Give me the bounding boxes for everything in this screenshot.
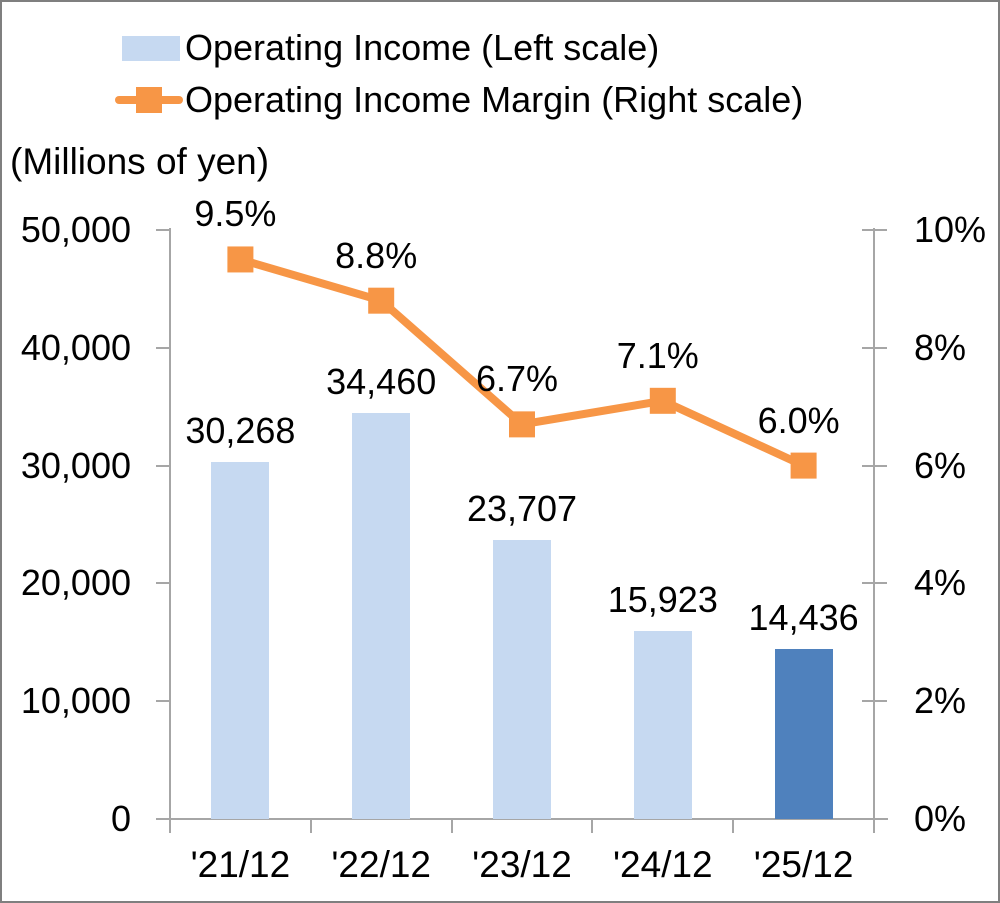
line-value-label: 8.8% xyxy=(335,234,418,276)
left-axis-tick xyxy=(156,229,171,231)
left-axis-line xyxy=(169,228,171,833)
legend-item-operating-income: Operating Income (Left scale) xyxy=(122,30,659,66)
line-value-label: 6.0% xyxy=(757,399,840,441)
bar-value-label: 23,707 xyxy=(466,487,578,529)
x-axis-tick xyxy=(591,819,594,833)
right-axis-tick xyxy=(862,346,887,349)
left-axis-tick xyxy=(156,818,171,820)
bar-'23/12 xyxy=(493,539,551,819)
left-axis-tick xyxy=(156,346,171,349)
line-point-marker xyxy=(227,246,254,273)
x-axis-tick xyxy=(309,819,312,833)
bar-'25/12 xyxy=(774,648,833,819)
line-point-marker xyxy=(649,387,676,414)
line-point-marker xyxy=(368,287,395,314)
line-point-marker xyxy=(790,452,817,479)
bar-series-swatch-icon xyxy=(122,35,180,61)
legend-item-operating-income-margin: Operating Income Margin (Right scale) xyxy=(115,82,803,118)
bar-'24/12 xyxy=(633,631,692,819)
x-axis-category-label: '23/12 xyxy=(472,844,572,885)
left-axis-tick xyxy=(156,464,171,467)
x-axis-tick xyxy=(732,819,735,833)
bar-value-label: 15,923 xyxy=(607,579,718,621)
line-value-label: 7.1% xyxy=(616,334,699,376)
right-axis-tick-label: 4% xyxy=(914,562,967,604)
bar-value-label: 34,460 xyxy=(326,361,437,403)
left-axis-tick-label: 20,000 xyxy=(20,562,131,604)
x-axis-category-label: '24/12 xyxy=(612,844,713,885)
legend-square-marker xyxy=(136,87,162,113)
x-axis-line xyxy=(157,818,888,820)
bar-'22/12 xyxy=(352,413,411,819)
right-axis-tick-label: 6% xyxy=(914,444,967,486)
left-axis-tick-label: 10,000 xyxy=(20,680,131,722)
x-axis-tick xyxy=(873,819,875,833)
legend-label-operating-income: Operating Income (Left scale) xyxy=(185,27,660,68)
left-axis-units-label: (Millions of yen) xyxy=(10,141,270,182)
x-axis-category-label: '21/12 xyxy=(190,844,291,885)
left-axis-tick-label: 40,000 xyxy=(20,326,131,368)
legend-label-operating-income-margin: Operating Income Margin (Right scale) xyxy=(185,79,804,120)
x-axis-category-label: '25/12 xyxy=(753,844,854,885)
line-value-label: 9.5% xyxy=(194,193,277,235)
right-axis-tick-label: 8% xyxy=(914,326,967,368)
left-axis-tick-label: 30,000 xyxy=(20,444,131,486)
right-axis-tick-label: 0% xyxy=(914,798,967,839)
right-axis-tick xyxy=(862,229,887,231)
x-axis-category-label: '22/12 xyxy=(331,844,432,885)
line-value-label: 6.7% xyxy=(475,358,559,400)
right-axis-tick xyxy=(862,464,887,467)
bar-value-label: 14,436 xyxy=(748,596,859,638)
left-axis-tick-label: 50,000 xyxy=(20,209,131,250)
line-series-marker-icon xyxy=(115,83,183,117)
left-axis-tick xyxy=(156,700,171,703)
left-axis-tick xyxy=(156,582,171,585)
line-point-marker xyxy=(509,411,535,438)
x-axis-tick xyxy=(169,819,171,833)
right-axis-tick-label: 10% xyxy=(914,209,987,250)
right-axis-tick-label: 2% xyxy=(914,680,967,722)
x-axis-tick xyxy=(450,819,453,833)
right-axis-tick xyxy=(862,582,887,585)
right-axis-tick xyxy=(862,700,887,703)
bar-value-label: 30,268 xyxy=(185,410,296,452)
bar-'21/12 xyxy=(211,462,270,819)
left-axis-tick-label: 0 xyxy=(110,798,131,839)
right-axis-line xyxy=(873,228,875,833)
